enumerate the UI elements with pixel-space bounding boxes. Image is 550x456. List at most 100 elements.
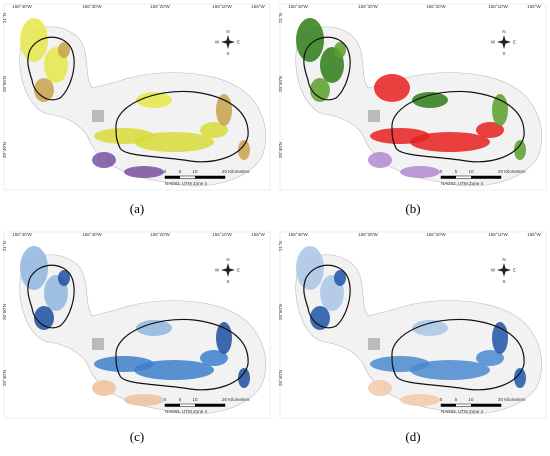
lat-tick-label: 20°50'N bbox=[278, 304, 283, 320]
lat-tick-label: 20°40'N bbox=[278, 142, 283, 158]
lat-tick-label: 21°N bbox=[2, 241, 7, 251]
scale-label: 10 bbox=[468, 397, 474, 402]
land-cover bbox=[20, 246, 250, 406]
panel-label: (a) bbox=[130, 201, 144, 216]
compass-letter: E bbox=[513, 268, 516, 273]
land-patch bbox=[492, 94, 508, 126]
lat-tick-label: 20°40'N bbox=[2, 370, 7, 386]
land-patch bbox=[134, 360, 214, 380]
lat-tick-label: 21°N bbox=[278, 13, 283, 23]
scale-bar bbox=[441, 404, 456, 407]
projection-note: NAD83, UTM Zone 4 bbox=[441, 181, 484, 186]
compass-letter: S bbox=[502, 279, 505, 284]
panel-label: (c) bbox=[130, 429, 144, 444]
scale-bar bbox=[165, 176, 180, 179]
scale-label: 0 bbox=[440, 397, 443, 402]
land-patch bbox=[92, 152, 116, 168]
compass-letter: W bbox=[491, 40, 496, 45]
land-patch bbox=[34, 78, 54, 102]
scale-label: 20 Kilometers bbox=[498, 397, 526, 402]
land-patch bbox=[34, 306, 54, 330]
scale-label: 5 bbox=[455, 397, 458, 402]
lon-tick-label: 156°30'W bbox=[82, 232, 102, 237]
scale-bar bbox=[441, 176, 456, 179]
land-cover bbox=[296, 246, 526, 406]
land-patch bbox=[238, 368, 250, 388]
lon-tick-label: 156°40'W bbox=[288, 4, 308, 9]
land-patch bbox=[476, 122, 504, 138]
land-patch bbox=[410, 132, 490, 152]
land-patch bbox=[400, 166, 440, 178]
boundary bbox=[303, 264, 351, 329]
land-patch bbox=[124, 394, 164, 406]
compass-letter: N bbox=[502, 257, 505, 262]
compass-letter: S bbox=[226, 51, 229, 56]
land-patch bbox=[410, 360, 490, 380]
compass-letter: N bbox=[502, 29, 505, 34]
lon-tick-label: 156°40'W bbox=[12, 4, 32, 9]
scale-bar bbox=[195, 404, 225, 407]
land-cover bbox=[20, 18, 250, 178]
scale-label: 5 bbox=[179, 397, 182, 402]
land-patch bbox=[368, 380, 392, 396]
land-patch bbox=[136, 92, 172, 108]
compass-letter: N bbox=[226, 257, 229, 262]
land-patch bbox=[310, 78, 330, 102]
scale-label: 20 Kilometers bbox=[222, 169, 250, 174]
land-patch bbox=[58, 42, 70, 58]
scale-bar bbox=[165, 404, 180, 407]
lon-tick-label: 156°40'W bbox=[12, 232, 32, 237]
land-patch bbox=[216, 94, 232, 126]
land-patch bbox=[20, 18, 48, 62]
land-patch bbox=[200, 350, 228, 366]
land-patch bbox=[238, 140, 250, 160]
lon-tick-label: 156°10'W bbox=[212, 4, 232, 9]
land-patch bbox=[334, 270, 346, 286]
lon-tick-label: 156°W bbox=[527, 4, 541, 9]
land-patch bbox=[92, 380, 116, 396]
boundary bbox=[115, 318, 249, 391]
lon-tick-label: 156°30'W bbox=[82, 4, 102, 9]
lon-tick-label: 156°10'W bbox=[488, 4, 508, 9]
land-patch bbox=[368, 152, 392, 168]
compass-letter: N bbox=[226, 29, 229, 34]
land-patch bbox=[368, 338, 380, 350]
land-cover bbox=[296, 18, 526, 178]
lon-tick-label: 156°20'W bbox=[150, 4, 170, 9]
projection-note: NAD83, UTM Zone 4 bbox=[441, 409, 484, 414]
land-patch bbox=[412, 92, 448, 108]
compass-letter: E bbox=[513, 40, 516, 45]
panel-label: (b) bbox=[405, 201, 420, 216]
map-panel: 156°40'W 156°30'W 156°20'W 156°10'W 156°W 21°… bbox=[2, 3, 271, 216]
panel-label: (d) bbox=[405, 429, 420, 444]
land-patch bbox=[296, 246, 324, 290]
compass-letter: S bbox=[502, 51, 505, 56]
compass-letter: E bbox=[237, 268, 240, 273]
projection-note: NAD83, UTM Zone 4 bbox=[165, 409, 208, 414]
land-patch bbox=[400, 394, 440, 406]
lon-tick-label: 156°20'W bbox=[426, 232, 446, 237]
land-patch bbox=[134, 132, 214, 152]
lon-tick-label: 156°40'W bbox=[288, 232, 308, 237]
scale-bar bbox=[471, 404, 501, 407]
lat-tick-label: 20°50'N bbox=[2, 304, 7, 320]
land-patch bbox=[310, 306, 330, 330]
land-patch bbox=[514, 368, 526, 388]
lat-tick-label: 21°N bbox=[278, 241, 283, 251]
land-patch bbox=[216, 322, 232, 354]
land-patch bbox=[368, 110, 380, 122]
compass-letter: E bbox=[237, 40, 240, 45]
land-patch bbox=[20, 246, 48, 290]
map-panel: 156°40'W 156°30'W 156°20'W 156°10'W 156°W 21°… bbox=[2, 231, 271, 444]
land-patch bbox=[296, 18, 324, 62]
land-patch bbox=[124, 166, 164, 178]
lat-tick-label: 21°N bbox=[2, 13, 7, 23]
compass-rose bbox=[497, 35, 511, 49]
land-patch bbox=[476, 350, 504, 366]
scale-label: 10 bbox=[192, 169, 198, 174]
compass-letter: W bbox=[215, 40, 220, 45]
land-patch bbox=[334, 42, 346, 58]
lon-tick-label: 156°20'W bbox=[426, 4, 446, 9]
lat-tick-label: 20°50'N bbox=[278, 76, 283, 92]
scale-label: 5 bbox=[455, 169, 458, 174]
